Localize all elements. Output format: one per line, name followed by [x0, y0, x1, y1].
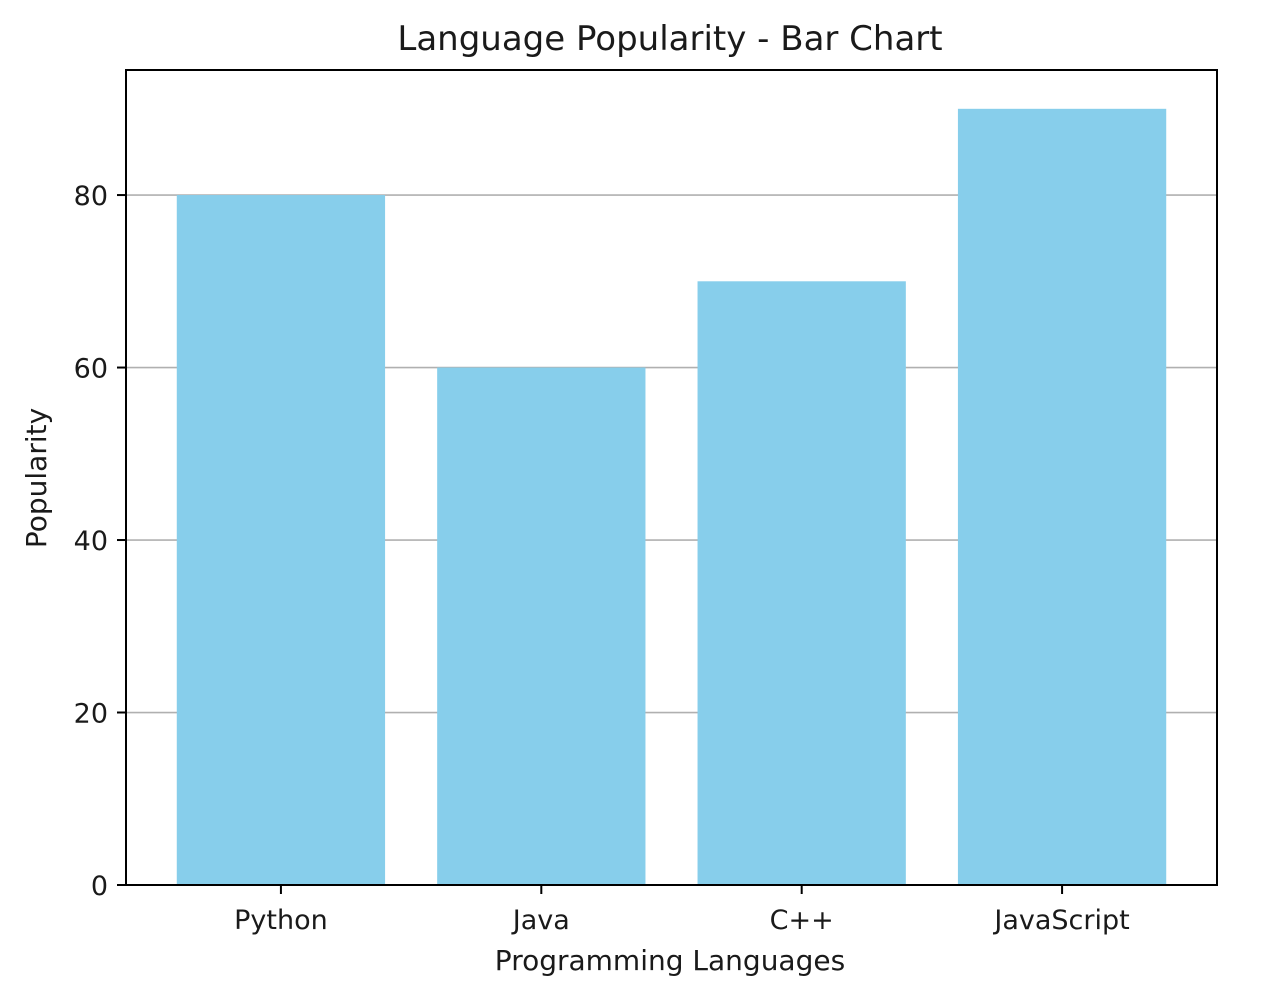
x-axis-ticks: Python Java C++ JavaScript — [234, 885, 1130, 936]
x-tick-label: Java — [511, 905, 570, 936]
y-axis-label: Popularity — [20, 408, 53, 548]
y-tick-label: 40 — [74, 526, 108, 557]
bars — [176, 108, 1167, 886]
bar-java — [437, 367, 646, 885]
bar-c- — [697, 281, 906, 886]
y-tick-label: 60 — [74, 354, 108, 385]
x-axis-label: Programming Languages — [495, 944, 845, 977]
bar-python — [176, 195, 386, 885]
y-tick-label: 80 — [74, 181, 108, 212]
y-axis-ticks: 0 20 40 60 80 — [74, 181, 126, 902]
y-tick-label: 20 — [74, 699, 108, 730]
x-tick-label: C++ — [770, 905, 834, 936]
x-tick-label: Python — [234, 905, 328, 936]
x-tick-label: JavaScript — [992, 905, 1129, 936]
plot-frame — [125, 69, 1218, 886]
y-tick-label: 0 — [91, 871, 108, 902]
bar-javascript — [957, 108, 1167, 886]
chart-title: Language Popularity - Bar Chart — [397, 19, 942, 59]
